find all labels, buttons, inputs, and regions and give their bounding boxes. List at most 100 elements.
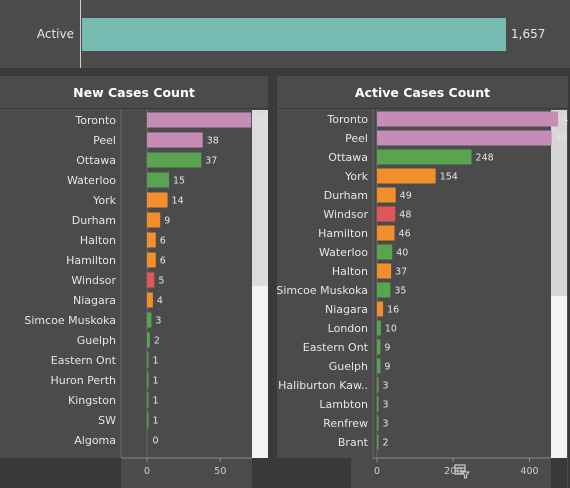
category-label-renfrew: Renfrew	[323, 417, 368, 430]
category-label-halton: Halton	[332, 265, 368, 278]
bar-renfrew	[377, 415, 379, 431]
category-label-windsor: Windsor	[71, 274, 116, 287]
value-label-eastern-ont: 9	[384, 343, 390, 354]
category-label-algoma: Algoma	[74, 434, 116, 447]
bar-niagara	[377, 301, 384, 317]
value-label-simcoe-muskoka: 35	[394, 286, 406, 297]
category-label-peel: Peel	[345, 132, 368, 145]
bar-halton	[147, 232, 156, 248]
bar-toronto	[377, 111, 559, 127]
bar-peel	[147, 132, 203, 148]
bar-brant	[377, 434, 379, 450]
category-label-windsor: Windsor	[323, 208, 368, 221]
bar-simcoe-muskoka	[147, 312, 152, 328]
value-label-lambton: 3	[383, 400, 389, 411]
value-label-huron-perth: 1	[153, 376, 159, 387]
value-label-peel: 38	[207, 136, 219, 147]
new-cases-panel: Toronto 71 Peel 38 Ottawa 37 Waterloo 15 York 14 D…	[0, 76, 268, 488]
value-label-waterloo: 40	[396, 248, 408, 259]
bar-waterloo	[377, 244, 393, 260]
value-label-york: 14	[172, 196, 184, 207]
value-label-windsor: 48	[399, 210, 411, 221]
bar-guelph	[377, 358, 381, 374]
category-label-haliburton-kaw: Haliburton Kaw..	[278, 379, 368, 392]
bar-eastern-ont	[147, 352, 149, 368]
category-label-toronto: Toronto	[326, 113, 368, 126]
bar-peel	[377, 130, 552, 146]
bar-simcoe-muskoka	[377, 282, 391, 298]
bar-haliburton-kaw	[377, 377, 379, 393]
active-cases-title: Active Cases Count	[277, 76, 568, 109]
category-label-eastern-ont: Eastern Ont	[303, 341, 369, 354]
active-value-label: 1,657	[511, 27, 546, 41]
category-label-york: York	[344, 170, 369, 183]
category-label-waterloo: Waterloo	[67, 174, 116, 187]
new-cases-title: New Cases Count	[0, 76, 268, 109]
bar-guelph	[147, 332, 150, 348]
axis-area	[121, 458, 252, 488]
value-label-hamilton: 46	[399, 229, 411, 240]
category-label-toronto: Toronto	[74, 114, 116, 127]
bar-ottawa	[147, 152, 202, 168]
value-label-haliburton-kaw: 3	[383, 381, 389, 392]
value-label-guelph: 9	[384, 362, 390, 373]
bar-niagara	[147, 292, 153, 308]
value-label-durham: 49	[400, 191, 412, 202]
category-label-kingston: Kingston	[68, 394, 116, 407]
category-label-huron-perth: Huron Perth	[50, 374, 116, 387]
active-cases-panel: Toronto475Peel458Ottawa248York154Durham4…	[277, 76, 568, 488]
bar-huron-perth	[147, 372, 149, 388]
bar-halton	[377, 263, 392, 279]
category-label-ottawa: Ottawa	[76, 154, 116, 167]
active-label: Active	[36, 27, 74, 41]
value-label-guelph: 2	[154, 336, 160, 347]
category-label-niagara: Niagara	[73, 294, 116, 307]
axis-area	[351, 458, 551, 488]
category-label-halton: Halton	[80, 234, 116, 247]
value-label-ottawa: 248	[476, 153, 494, 164]
bar-hamilton	[147, 252, 156, 268]
bar-windsor	[147, 272, 155, 288]
value-label-hamilton: 6	[160, 256, 166, 267]
value-label-niagara: 16	[387, 305, 399, 316]
value-label-algoma: 0	[153, 436, 159, 447]
value-label-brant: 2	[383, 438, 389, 449]
bar-sw	[147, 412, 149, 428]
x-tick-label-200: 200	[444, 466, 462, 477]
bar-eastern-ont	[377, 339, 381, 355]
value-label-halton: 6	[160, 236, 166, 247]
value-label-sw: 1	[153, 416, 159, 427]
category-label-lambton: Lambton	[319, 398, 368, 411]
category-label-eastern-ont: Eastern Ont	[51, 354, 117, 367]
value-label-peel: 458	[556, 134, 568, 145]
category-label-guelph: Guelph	[329, 360, 368, 373]
value-label-kingston: 1	[153, 396, 159, 407]
active-bar[interactable]	[82, 18, 506, 51]
x-tick-label-0: 0	[144, 466, 150, 477]
value-label-toronto: 71	[255, 116, 267, 127]
scrollbar-thumb	[252, 110, 268, 286]
category-label-york: York	[92, 194, 117, 207]
category-label-brant: Brant	[338, 436, 369, 449]
x-tick-label-50: 50	[214, 466, 226, 477]
active-axis-line	[80, 0, 81, 68]
category-label-ottawa: Ottawa	[328, 151, 368, 164]
bar-hamilton	[377, 225, 395, 241]
filter-table-icon[interactable]	[454, 463, 470, 479]
bar-windsor	[377, 206, 396, 222]
value-label-eastern-ont: 1	[153, 356, 159, 367]
bar-toronto	[147, 112, 252, 128]
category-label-guelph: Guelph	[77, 334, 116, 347]
value-label-york: 154	[440, 172, 458, 183]
bar-lambton	[377, 396, 379, 412]
bar-durham	[377, 187, 396, 203]
value-label-simcoe-muskoka: 3	[155, 316, 161, 327]
bar-durham	[147, 212, 161, 228]
bar-york	[147, 192, 168, 208]
category-label-simcoe-muskoka: Simcoe Muskoka	[24, 314, 116, 327]
category-label-sw: SW	[98, 414, 116, 427]
value-label-ottawa: 37	[205, 156, 217, 167]
value-label-london: 10	[385, 324, 397, 335]
bar-waterloo	[147, 172, 169, 188]
bar-london	[377, 320, 381, 336]
